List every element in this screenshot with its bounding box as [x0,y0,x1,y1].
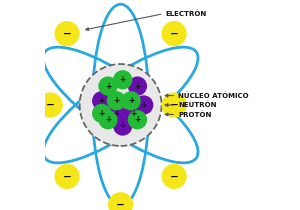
Circle shape [162,164,187,189]
Circle shape [124,104,143,123]
Circle shape [128,110,147,129]
Text: PROTÓN: PROTÓN [178,111,211,118]
Text: ELECTRÓN: ELECTRÓN [165,10,207,17]
Text: +: + [120,122,126,130]
Text: +: + [128,96,134,105]
Text: NEUTRÓN: NEUTRÓN [178,102,216,108]
Circle shape [134,95,153,115]
Text: +: + [120,75,126,84]
Circle shape [122,91,141,110]
Circle shape [162,21,187,46]
Circle shape [92,104,111,123]
Text: +: + [130,109,136,118]
Text: +: + [134,115,140,124]
Text: +: + [113,109,119,118]
Circle shape [55,21,80,46]
Text: −: − [170,29,178,39]
Text: −: − [46,100,55,110]
Circle shape [108,192,133,210]
Circle shape [128,76,147,96]
Text: −: − [170,100,178,110]
Circle shape [113,70,132,89]
Text: −: − [170,171,178,181]
Circle shape [107,91,126,110]
Circle shape [92,91,111,110]
Circle shape [107,104,126,123]
Text: +: + [134,82,140,91]
Text: −: − [116,200,125,210]
Text: +: + [99,109,105,118]
Circle shape [98,110,118,129]
Text: +: + [141,101,147,109]
Text: NÚCLEO ATÓMICO: NÚCLEO ATÓMICO [178,92,249,99]
Circle shape [162,92,187,118]
Text: +: + [105,82,111,91]
Circle shape [55,164,80,189]
Circle shape [80,64,162,146]
Text: +: + [113,96,119,105]
Circle shape [98,76,118,96]
Text: +: + [105,115,111,124]
Text: +: + [99,96,105,105]
Text: −: − [63,29,71,39]
Text: −: − [63,171,71,181]
Circle shape [38,92,63,118]
Circle shape [113,116,132,136]
